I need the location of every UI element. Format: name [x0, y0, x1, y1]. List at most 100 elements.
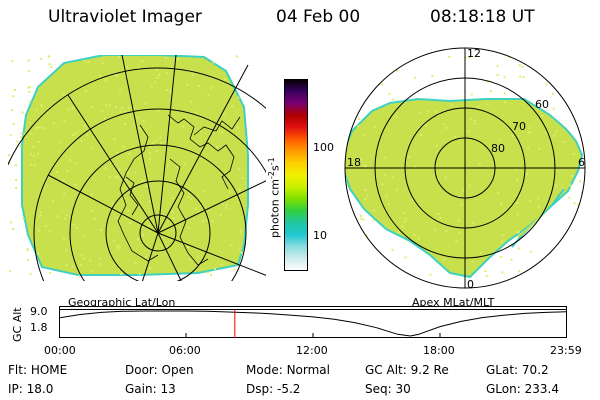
noise-speckle — [16, 140, 19, 143]
noise-speckle — [418, 112, 421, 115]
noise-speckle — [39, 211, 42, 213]
noise-speckle — [155, 149, 158, 152]
noise-speckle — [518, 42, 520, 44]
noise-speckle — [445, 126, 448, 129]
noise-speckle — [479, 251, 482, 254]
noise-speckle — [74, 132, 77, 135]
noise-speckle — [147, 224, 150, 227]
noise-speckle — [29, 122, 32, 125]
noise-speckle — [91, 270, 94, 272]
noise-speckle — [375, 63, 378, 66]
noise-speckle — [180, 195, 183, 198]
noise-speckle — [364, 189, 367, 192]
noise-speckle — [458, 195, 460, 198]
noise-speckle — [350, 79, 353, 82]
noise-speckle — [12, 228, 14, 230]
noise-speckle — [154, 139, 157, 142]
noise-speckle — [115, 106, 117, 109]
noise-speckle — [13, 89, 16, 91]
noise-speckle — [32, 154, 35, 157]
noise-speckle — [398, 51, 401, 54]
noise-speckle — [511, 135, 514, 137]
noise-speckle — [182, 125, 184, 128]
colorbar-unit-label: photon cm-2s-1 — [267, 157, 282, 238]
noise-speckle — [365, 234, 368, 237]
noise-speckle — [387, 202, 390, 205]
noise-speckle — [552, 156, 555, 159]
time-label: 08:18:18 UT — [430, 7, 535, 27]
noise-speckle — [195, 111, 198, 114]
noise-speckle — [383, 156, 386, 159]
noise-speckle — [132, 107, 135, 110]
noise-speckle — [197, 210, 200, 213]
noise-speckle — [503, 92, 506, 95]
noise-speckle — [116, 151, 119, 154]
noise-speckle — [360, 88, 363, 91]
noise-speckle — [101, 62, 104, 64]
noise-speckle — [434, 165, 437, 168]
noise-speckle — [92, 132, 95, 134]
noise-speckle — [238, 189, 241, 191]
noise-speckle — [72, 265, 74, 268]
info-glon: GLon: 233.4 — [486, 383, 559, 395]
date-label: 04 Feb 00 — [276, 7, 361, 27]
noise-speckle — [35, 127, 37, 130]
mlt-label-0: 0 — [467, 278, 474, 291]
orbit-xtick-label: 18:00 — [423, 344, 455, 357]
noise-speckle — [187, 195, 190, 198]
noise-speckle — [351, 223, 353, 226]
noise-speckle — [555, 184, 558, 187]
noise-speckle — [500, 145, 503, 148]
noise-speckle — [35, 108, 38, 111]
geo-panel-label: Geographic Lat/Lon — [68, 296, 176, 309]
orbit-ylabel: GC Alt — [11, 307, 24, 342]
noise-speckle — [211, 220, 214, 223]
noise-speckle — [141, 179, 144, 182]
geo-emission-region — [21, 55, 249, 276]
noise-speckle — [515, 168, 518, 171]
noise-speckle — [509, 41, 511, 43]
noise-speckle — [518, 194, 521, 197]
noise-speckle — [113, 74, 116, 76]
noise-speckle — [214, 268, 216, 270]
noise-speckle — [26, 248, 29, 251]
noise-speckle — [221, 130, 224, 133]
noise-speckle — [164, 141, 167, 144]
noise-speckle — [553, 134, 556, 137]
info-value: 233.4 — [524, 382, 559, 396]
info-value: 13 — [160, 382, 176, 396]
noise-speckle — [402, 212, 405, 215]
noise-speckle — [144, 256, 147, 258]
noise-speckle — [236, 55, 238, 58]
meridian-line — [157, 55, 177, 234]
noise-speckle — [27, 70, 30, 72]
noise-speckle — [40, 57, 43, 60]
noise-speckle — [11, 109, 14, 111]
noise-speckle — [127, 172, 130, 175]
noise-speckle — [127, 209, 130, 212]
noise-speckle — [391, 176, 394, 179]
info-label: Seq: — [365, 382, 392, 396]
noise-speckle — [462, 189, 464, 192]
noise-speckle — [554, 169, 557, 172]
noise-speckle — [360, 215, 362, 218]
noise-speckle — [125, 178, 128, 181]
noise-speckle — [529, 130, 532, 133]
noise-speckle — [455, 239, 458, 242]
noise-speckle — [90, 209, 93, 212]
noise-speckle — [220, 263, 223, 266]
noise-speckle — [212, 61, 215, 64]
noise-speckle — [117, 176, 120, 179]
noise-speckle — [89, 259, 92, 262]
noise-speckle — [40, 214, 43, 217]
noise-speckle — [552, 268, 555, 271]
noise-speckle — [223, 113, 226, 116]
info-value: HOME — [30, 363, 68, 377]
noise-speckle — [39, 126, 42, 129]
noise-speckle — [127, 106, 130, 109]
noise-speckle — [206, 271, 209, 274]
noise-speckle — [564, 74, 567, 77]
noise-speckle — [345, 218, 348, 221]
noise-speckle — [541, 114, 544, 117]
info-label: GLon: — [486, 382, 521, 396]
